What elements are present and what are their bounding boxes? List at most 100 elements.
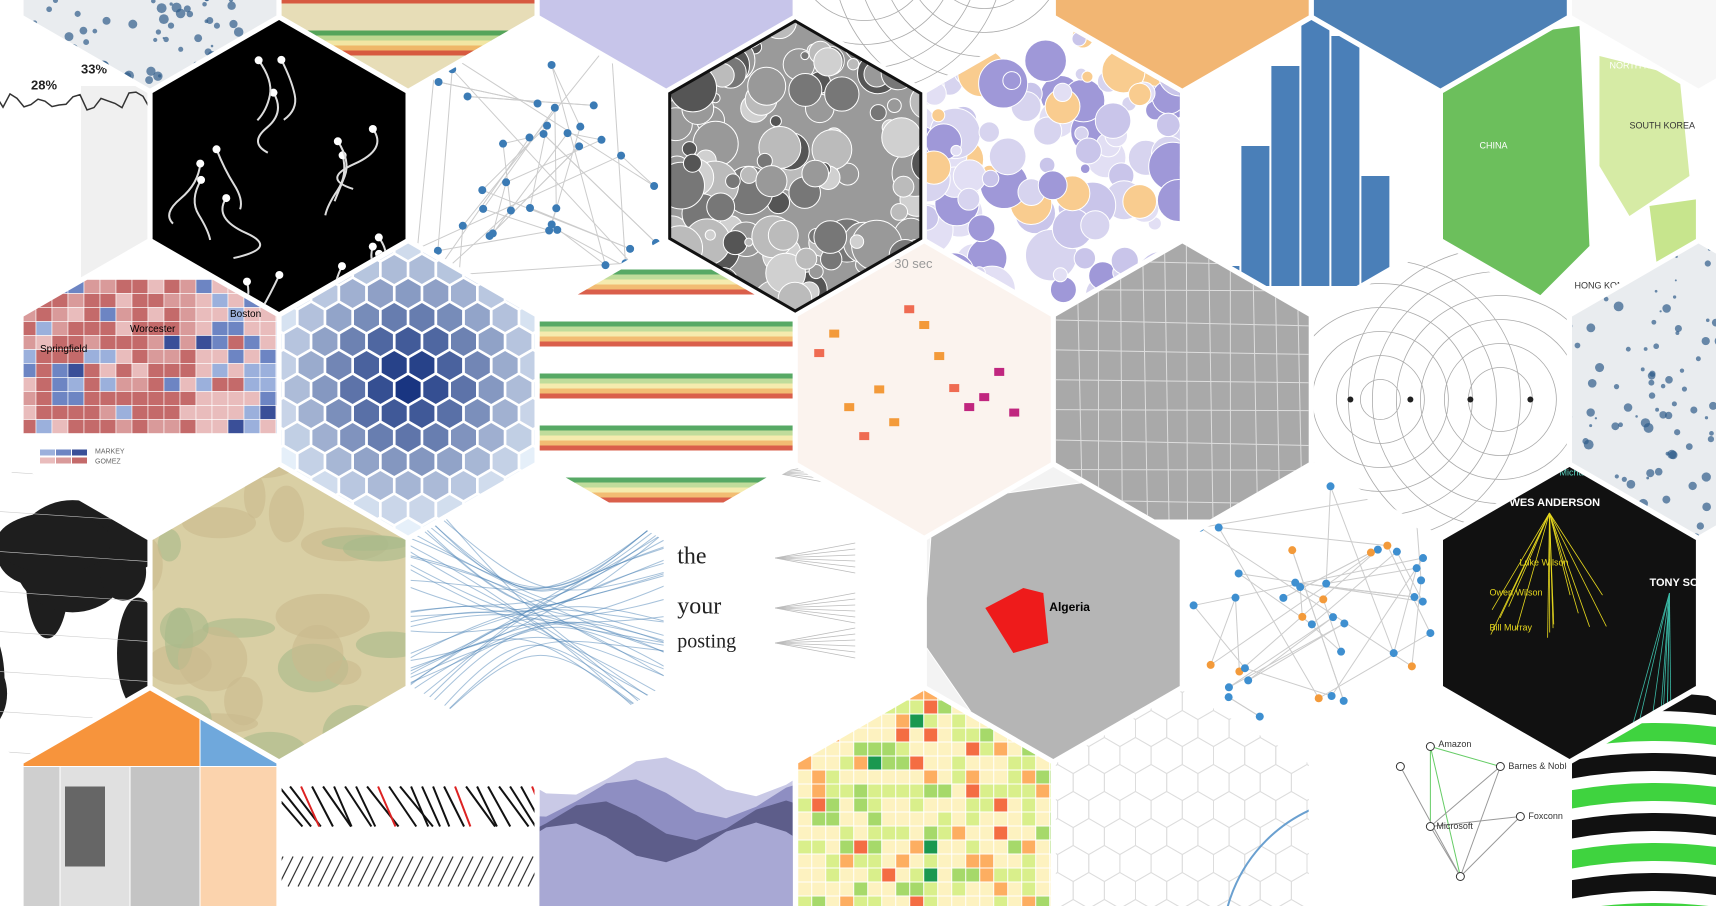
dot [1660, 383, 1666, 389]
town [163, 349, 181, 364]
town [211, 293, 229, 308]
link [1549, 512, 1579, 614]
day [980, 784, 994, 798]
day [924, 896, 938, 906]
day [854, 882, 868, 896]
land [1599, 56, 1690, 216]
node [1389, 649, 1398, 658]
label: Bill Murray [1489, 622, 1532, 632]
dot [1702, 502, 1711, 512]
town [67, 321, 85, 336]
point [1527, 396, 1534, 403]
day [882, 826, 896, 840]
edge [438, 81, 538, 104]
hex-tile[interactable] [150, 17, 408, 342]
hex-tile[interactable] [258, 0, 558, 92]
town [99, 293, 117, 308]
hex-tile[interactable] [1569, 0, 1716, 92]
dot [1675, 255, 1678, 258]
edge [1429, 746, 1461, 877]
label: your [677, 594, 721, 620]
edge [1326, 567, 1417, 585]
arc [1419, 319, 1567, 480]
day [840, 882, 854, 896]
dot [1648, 392, 1656, 399]
hex-tile[interactable]: Amazon Barnes & Noble Foxconn Microsoft [1311, 688, 1571, 906]
stripe [539, 336, 793, 342]
town [163, 293, 181, 308]
hex-tile[interactable]: Algeria [903, 453, 1203, 773]
stroke [517, 856, 534, 887]
hexbin [477, 421, 505, 454]
relief [157, 528, 181, 562]
hex-tile[interactable] [1182, 16, 1440, 315]
hex-tile[interactable] [0, 677, 300, 906]
town [35, 307, 53, 322]
stroke [498, 785, 530, 828]
day [938, 854, 952, 868]
town [131, 377, 149, 392]
edge [567, 132, 602, 141]
node [1319, 595, 1328, 604]
stripe [539, 383, 793, 389]
node [552, 204, 561, 213]
hex-tile[interactable] [1182, 464, 1440, 762]
day [910, 812, 924, 826]
day [910, 742, 924, 756]
label: NORTH KOREA [1609, 60, 1675, 70]
hex-tile[interactable] [408, 17, 666, 315]
town [51, 307, 69, 322]
stroke [311, 786, 334, 827]
hex-tile[interactable] [1053, 0, 1311, 92]
day [868, 826, 882, 840]
hex-tile[interactable]: Boston Worcester Springfield MARKEY GOMEZ [20, 241, 292, 539]
edge [1228, 616, 1334, 688]
dot [1679, 368, 1685, 373]
day [910, 690, 924, 700]
hex-tile[interactable] [0, 463, 171, 763]
day [980, 896, 994, 906]
town [243, 405, 261, 420]
hex-tile[interactable] [268, 688, 573, 906]
hexbin [408, 397, 436, 430]
day [966, 798, 980, 812]
dot [151, 0, 156, 4]
edge [1311, 551, 1398, 625]
dot [1651, 319, 1657, 325]
day [812, 756, 826, 770]
stripe [539, 388, 793, 394]
edge [481, 125, 548, 191]
town [227, 293, 245, 308]
hex-tile[interactable] [407, 464, 677, 762]
node [1279, 593, 1288, 602]
edge [529, 125, 548, 209]
node [1425, 822, 1435, 831]
town [163, 307, 181, 322]
node [1244, 676, 1253, 685]
day [812, 882, 826, 896]
hex-tile[interactable] [1311, 0, 1569, 92]
link [1549, 512, 1554, 629]
edge [610, 40, 626, 264]
hexbin [422, 469, 450, 502]
town [83, 321, 101, 336]
hexbin [311, 421, 339, 454]
town [227, 349, 245, 364]
hexbin [353, 445, 380, 478]
hex-tile[interactable] [537, 0, 795, 92]
hex-tile[interactable] [516, 241, 816, 539]
dot [1583, 439, 1594, 450]
day [896, 770, 910, 784]
day [812, 854, 826, 868]
hex-tile[interactable] [516, 688, 816, 906]
hexbin [353, 301, 380, 334]
dot [1654, 289, 1658, 293]
edge [437, 69, 453, 251]
day [938, 826, 952, 840]
day [910, 784, 924, 798]
day [980, 812, 994, 826]
day [924, 798, 938, 812]
town [179, 321, 197, 336]
node [547, 60, 556, 69]
hexbin [408, 301, 436, 334]
